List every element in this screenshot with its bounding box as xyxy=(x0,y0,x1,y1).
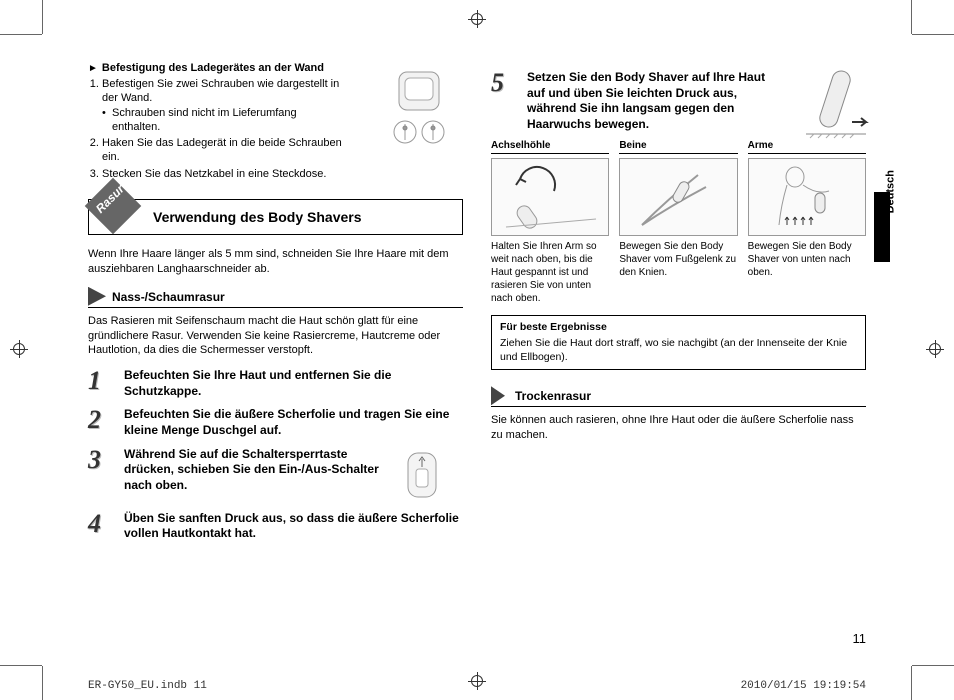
left-column: ► Befestigung des Ladegerätes an der Wand… xyxy=(88,62,463,550)
step-1: 1 Befeuchten Sie Ihre Haut und entfernen… xyxy=(88,368,463,399)
crop-mark xyxy=(42,0,43,34)
right-column: 5 Setzen Sie den Body Shaver auf Ihre Ha… xyxy=(491,62,866,550)
shaver-on-skin-illustration xyxy=(796,62,874,150)
step-number: 2 xyxy=(88,407,114,433)
registration-mark-icon xyxy=(10,340,28,358)
step-text: Während Sie auf die Schaltersperrtaste d… xyxy=(124,447,384,494)
area-text: Bewegen Sie den Body Shaver vom Fußgelen… xyxy=(619,240,737,279)
step-text: Befeuchten Sie Ihre Haut und entfernen S… xyxy=(124,368,463,399)
wall-sub-note: Schrauben sind nicht im Lieferumfang ent… xyxy=(102,106,342,135)
best-results-box: Für beste Ergebnisse Ziehen Sie die Haut… xyxy=(491,315,866,370)
footer-timestamp: 2010/01/15 19:19:54 xyxy=(741,680,866,692)
legs-illustration xyxy=(619,158,737,236)
charger-illustration xyxy=(371,62,463,165)
step-text: Setzen Sie den Body Shaver auf Ihre Haut… xyxy=(527,70,767,132)
step-number: 3 xyxy=(88,447,114,473)
registration-mark-icon xyxy=(468,10,486,28)
page-content: ► Befestigung des Ladegerätes an der Wand… xyxy=(88,62,866,652)
step-text: Üben Sie sanften Druck aus, so dass die … xyxy=(124,511,463,542)
wet-shave-heading: Nass-/Schaumrasur xyxy=(88,287,463,308)
wall-mount-title: Befestigung des Ladegerätes an der Wand xyxy=(102,62,324,74)
dry-shave-heading: Trockenrasur xyxy=(491,386,866,407)
area-armpit: Achselhöhle Halten Sie Ihren Arm so weit… xyxy=(491,140,609,305)
area-text: Bewegen Sie den Body Shaver von unten na… xyxy=(748,240,866,279)
step-3: 3 Während Sie auf die Schaltersperrtaste… xyxy=(88,447,463,503)
triangle-icon: ► xyxy=(88,63,98,74)
dry-shave-body: Sie können auch rasieren, ohne Ihre Haut… xyxy=(491,413,866,443)
step-number: 4 xyxy=(88,511,114,537)
print-footer: ER-GY50_EU.indb 11 2010/01/15 19:19:54 xyxy=(88,680,866,692)
area-legs: Beine Bewegen Sie den Body Shaver vom Fu… xyxy=(619,140,737,305)
switch-illustration xyxy=(394,447,454,503)
step-2: 2 Befeuchten Sie die äußere Scherfolie u… xyxy=(88,407,463,438)
crop-mark xyxy=(911,666,912,700)
armpit-illustration xyxy=(491,158,609,236)
area-text: Halten Sie Ihren Arm so weit nach oben, … xyxy=(491,240,609,305)
step-4: 4 Üben Sie sanften Druck aus, so dass di… xyxy=(88,511,463,542)
step-number: 5 xyxy=(491,70,517,96)
crop-mark xyxy=(0,665,42,666)
body-areas-row: Achselhöhle Halten Sie Ihren Arm so weit… xyxy=(491,140,866,305)
language-label: Deutsch xyxy=(884,170,896,213)
area-heading: Achselhöhle xyxy=(491,140,609,154)
area-heading: Beine xyxy=(619,140,737,154)
tip-heading: Für beste Ergebnisse xyxy=(500,321,857,335)
crop-mark xyxy=(911,0,912,34)
crop-mark xyxy=(42,666,43,700)
wall-step-2: Haken Sie das Ladegerät in die beide Sch… xyxy=(102,136,342,165)
section-title: Verwendung des Body Shavers xyxy=(153,209,362,225)
crop-mark xyxy=(0,34,42,35)
wall-step-3: Stecken Sie das Netzkabel in eine Steckd… xyxy=(102,167,342,181)
crop-mark xyxy=(912,665,954,666)
page-number: 11 xyxy=(853,631,867,646)
step-text: Befeuchten Sie die äußere Scherfolie und… xyxy=(124,407,463,438)
tip-body: Ziehen Sie die Haut dort straff, wo sie … xyxy=(500,337,857,364)
wall-step-1: Befestigen Sie zwei Schrauben wie darges… xyxy=(102,77,342,134)
footer-file: ER-GY50_EU.indb 11 xyxy=(88,680,207,692)
section-intro: Wenn Ihre Haare länger als 5 mm sind, sc… xyxy=(88,247,463,277)
step-number: 1 xyxy=(88,368,114,394)
section-header: Rasur Verwendung des Body Shavers xyxy=(88,199,463,235)
area-arms: Arme Bewegen Sie den Body Shaver von unt… xyxy=(748,140,866,305)
arms-illustration xyxy=(748,158,866,236)
registration-mark-icon xyxy=(926,340,944,358)
crop-mark xyxy=(912,34,954,35)
wet-shave-intro: Das Rasieren mit Seifenschaum macht die … xyxy=(88,314,463,359)
